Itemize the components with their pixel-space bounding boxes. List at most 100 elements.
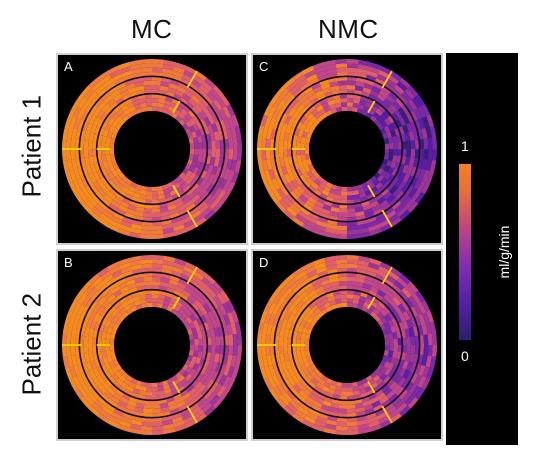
map-cell xyxy=(145,102,153,108)
map-cell xyxy=(73,313,81,326)
map-cell xyxy=(324,396,333,403)
map-cell xyxy=(151,212,161,218)
map-cell xyxy=(351,303,359,309)
map-cell xyxy=(429,160,437,173)
map-cell xyxy=(104,123,112,132)
map-cell xyxy=(275,372,285,384)
map-cell xyxy=(70,148,76,160)
map-cell xyxy=(173,262,185,270)
map-cell xyxy=(347,263,358,269)
map-cell xyxy=(335,429,347,435)
map-cell xyxy=(188,349,194,357)
map-cell xyxy=(393,280,405,291)
map-cell xyxy=(310,192,320,201)
map-cell xyxy=(152,255,164,261)
map-cell xyxy=(180,181,189,190)
map-cell xyxy=(389,185,398,195)
map-cell xyxy=(414,335,420,346)
map-cell xyxy=(315,89,325,98)
map-cell xyxy=(111,354,117,362)
map-cell xyxy=(118,297,127,305)
map-cell xyxy=(152,85,161,90)
map-cell xyxy=(276,99,287,111)
map-cell xyxy=(358,231,371,239)
map-cell xyxy=(394,315,403,324)
segment-marker xyxy=(381,209,393,228)
map-cell xyxy=(398,171,407,182)
map-cell xyxy=(118,189,127,197)
map-cell xyxy=(398,389,409,400)
map-cell xyxy=(101,344,106,352)
map-cell xyxy=(162,423,175,430)
map-cell xyxy=(306,177,315,186)
map-cell xyxy=(315,416,328,424)
map-cell xyxy=(335,233,347,239)
map-cell xyxy=(111,112,120,121)
map-cell xyxy=(303,361,311,369)
map-cell xyxy=(294,74,307,85)
center-hole xyxy=(309,111,385,187)
map-cell xyxy=(325,68,338,75)
map-cell xyxy=(111,177,120,186)
map-cell xyxy=(383,109,391,119)
map-cell xyxy=(72,302,82,314)
map-cell xyxy=(163,59,176,67)
map-cell xyxy=(310,377,319,386)
map-cell xyxy=(404,352,411,362)
map-cell xyxy=(112,127,120,135)
map-cell xyxy=(279,327,286,337)
map-cell xyxy=(274,344,280,355)
map-cell xyxy=(314,262,327,270)
map-cell xyxy=(141,67,153,73)
map-cell xyxy=(202,107,212,118)
map-cell xyxy=(421,181,431,195)
map-cell xyxy=(327,192,335,199)
map-cell xyxy=(152,294,159,299)
map-cell xyxy=(317,216,329,224)
map-cell xyxy=(211,175,220,186)
map-cell xyxy=(402,369,411,380)
map-cell xyxy=(193,142,199,150)
map-cell xyxy=(146,186,152,192)
map-cell xyxy=(162,299,170,306)
map-cell xyxy=(377,415,390,425)
map-cell xyxy=(304,265,317,275)
map-cell xyxy=(406,371,415,382)
map-cell xyxy=(303,165,311,173)
map-cell xyxy=(88,369,97,380)
map-cell xyxy=(193,287,204,297)
map-cell xyxy=(396,81,408,92)
map-cell xyxy=(369,228,382,236)
map-cell xyxy=(167,400,177,407)
map-cell xyxy=(395,190,405,201)
map-cell xyxy=(192,115,200,124)
map-cell xyxy=(192,332,199,340)
map-cell xyxy=(99,213,112,224)
map-cell xyxy=(203,313,212,323)
map-cell xyxy=(367,420,380,428)
map-cell xyxy=(83,139,89,149)
map-cell xyxy=(426,171,434,184)
map-cell xyxy=(291,141,297,149)
map-cell xyxy=(402,310,411,321)
map-cell xyxy=(371,85,382,94)
map-cell xyxy=(299,123,307,132)
map-cell xyxy=(105,332,112,340)
map-cell xyxy=(338,208,347,213)
map-cell xyxy=(407,187,418,199)
map-cell xyxy=(283,156,290,166)
column-title-nmc: NMC xyxy=(318,14,379,44)
map-cell xyxy=(376,174,385,183)
map-cell xyxy=(321,189,330,197)
map-cell xyxy=(404,88,416,100)
map-cell xyxy=(97,412,110,423)
map-cell xyxy=(115,293,125,302)
map-cell xyxy=(264,116,272,128)
map-cell xyxy=(202,377,212,387)
map-cell xyxy=(201,277,213,288)
map-cell xyxy=(152,276,162,282)
map-cell xyxy=(191,355,198,363)
map-cell xyxy=(170,216,182,224)
map-cell xyxy=(387,123,395,132)
map-cell xyxy=(142,272,153,278)
